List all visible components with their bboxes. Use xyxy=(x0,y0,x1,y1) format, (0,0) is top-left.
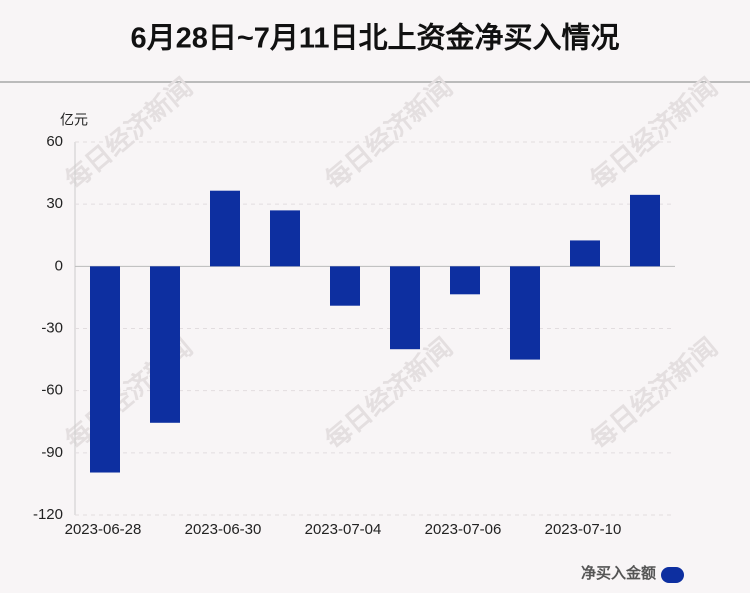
y-tick-label: -30 xyxy=(41,319,63,336)
bar xyxy=(270,210,300,267)
x-tick-label: 2023-07-06 xyxy=(425,521,502,538)
x-tick-label: 2023-06-28 xyxy=(65,521,142,538)
y-tick-label: -60 xyxy=(41,382,63,399)
y-axis-label: 亿元 xyxy=(60,112,88,128)
y-tick-label: 0 xyxy=(55,257,63,274)
chart-title: 6月28日~7月11日北上资金净买入情况 xyxy=(130,21,619,55)
bar xyxy=(90,266,120,473)
x-tick-label: 2023-07-04 xyxy=(305,521,382,538)
x-tick-label: 2023-06-30 xyxy=(185,521,262,538)
bar xyxy=(150,266,180,423)
y-tick-label: -120 xyxy=(33,506,63,523)
y-tick-label: -90 xyxy=(41,444,63,461)
bar xyxy=(210,190,240,267)
legend-swatch xyxy=(661,567,684,583)
bar xyxy=(450,266,480,295)
legend-label: 净买入金额 xyxy=(581,564,656,582)
bar xyxy=(630,194,660,267)
bar xyxy=(330,266,360,306)
x-tick-label: 2023-07-10 xyxy=(545,521,622,538)
bar xyxy=(570,240,600,267)
bar xyxy=(390,266,420,350)
y-tick-label: 30 xyxy=(46,195,63,212)
bar xyxy=(510,266,540,360)
y-tick-label: 60 xyxy=(46,133,63,150)
